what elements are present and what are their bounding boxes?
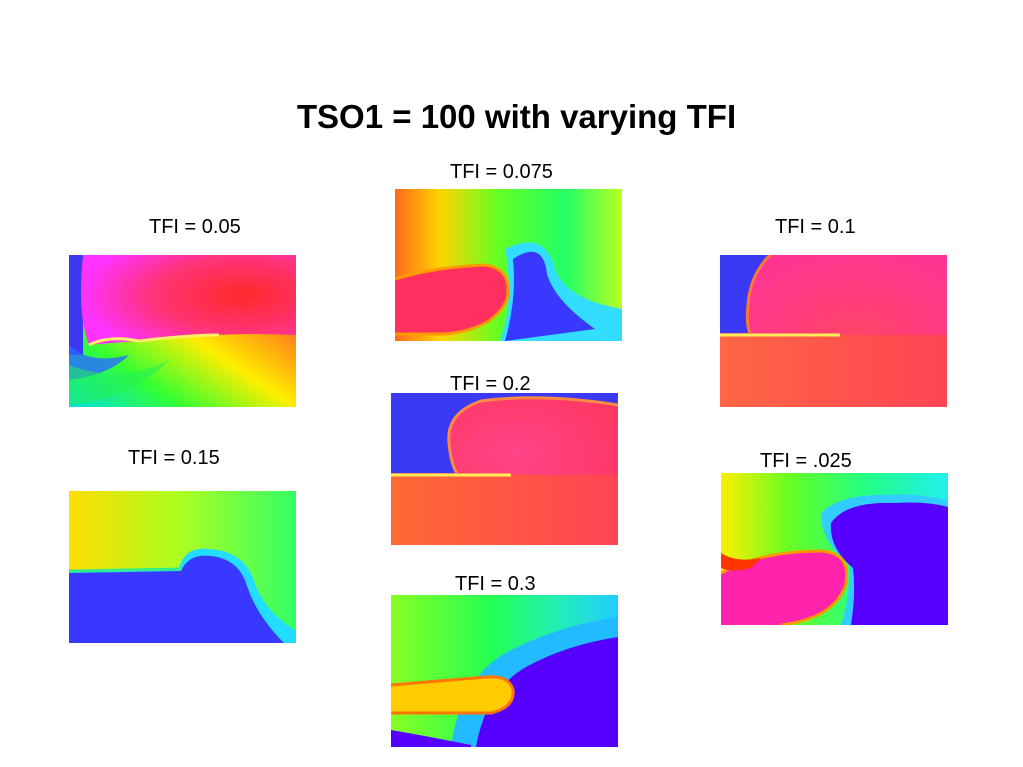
panel-label-tfi-0-075: TFI = 0.075	[450, 161, 553, 183]
panel-label-tfi-0-05: TFI = 0.05	[149, 216, 241, 238]
panel-label-tfi-0-1: TFI = 0.1	[775, 216, 856, 238]
simulation-image-tfi-0-1	[720, 255, 947, 407]
panel-label-tfi-0-2: TFI = 0.2	[450, 373, 531, 395]
simulation-image-tfi-0-15	[69, 491, 296, 643]
simulation-image-tfi-0-075	[395, 189, 622, 341]
simulation-image-tfi-0-3	[391, 595, 618, 747]
slide-title: TSO1 = 100 with varying TFI	[296, 98, 737, 135]
panel-label-tfi-0-15: TFI = 0.15	[128, 447, 220, 469]
panel-label-tfi-025: TFI = .025	[760, 450, 852, 472]
simulation-image-tfi-0-05	[69, 255, 296, 407]
simulation-image-tfi-025	[721, 473, 948, 625]
panel-label-tfi-0-3: TFI = 0.3	[455, 573, 536, 595]
simulation-image-tfi-0-2	[391, 393, 618, 545]
